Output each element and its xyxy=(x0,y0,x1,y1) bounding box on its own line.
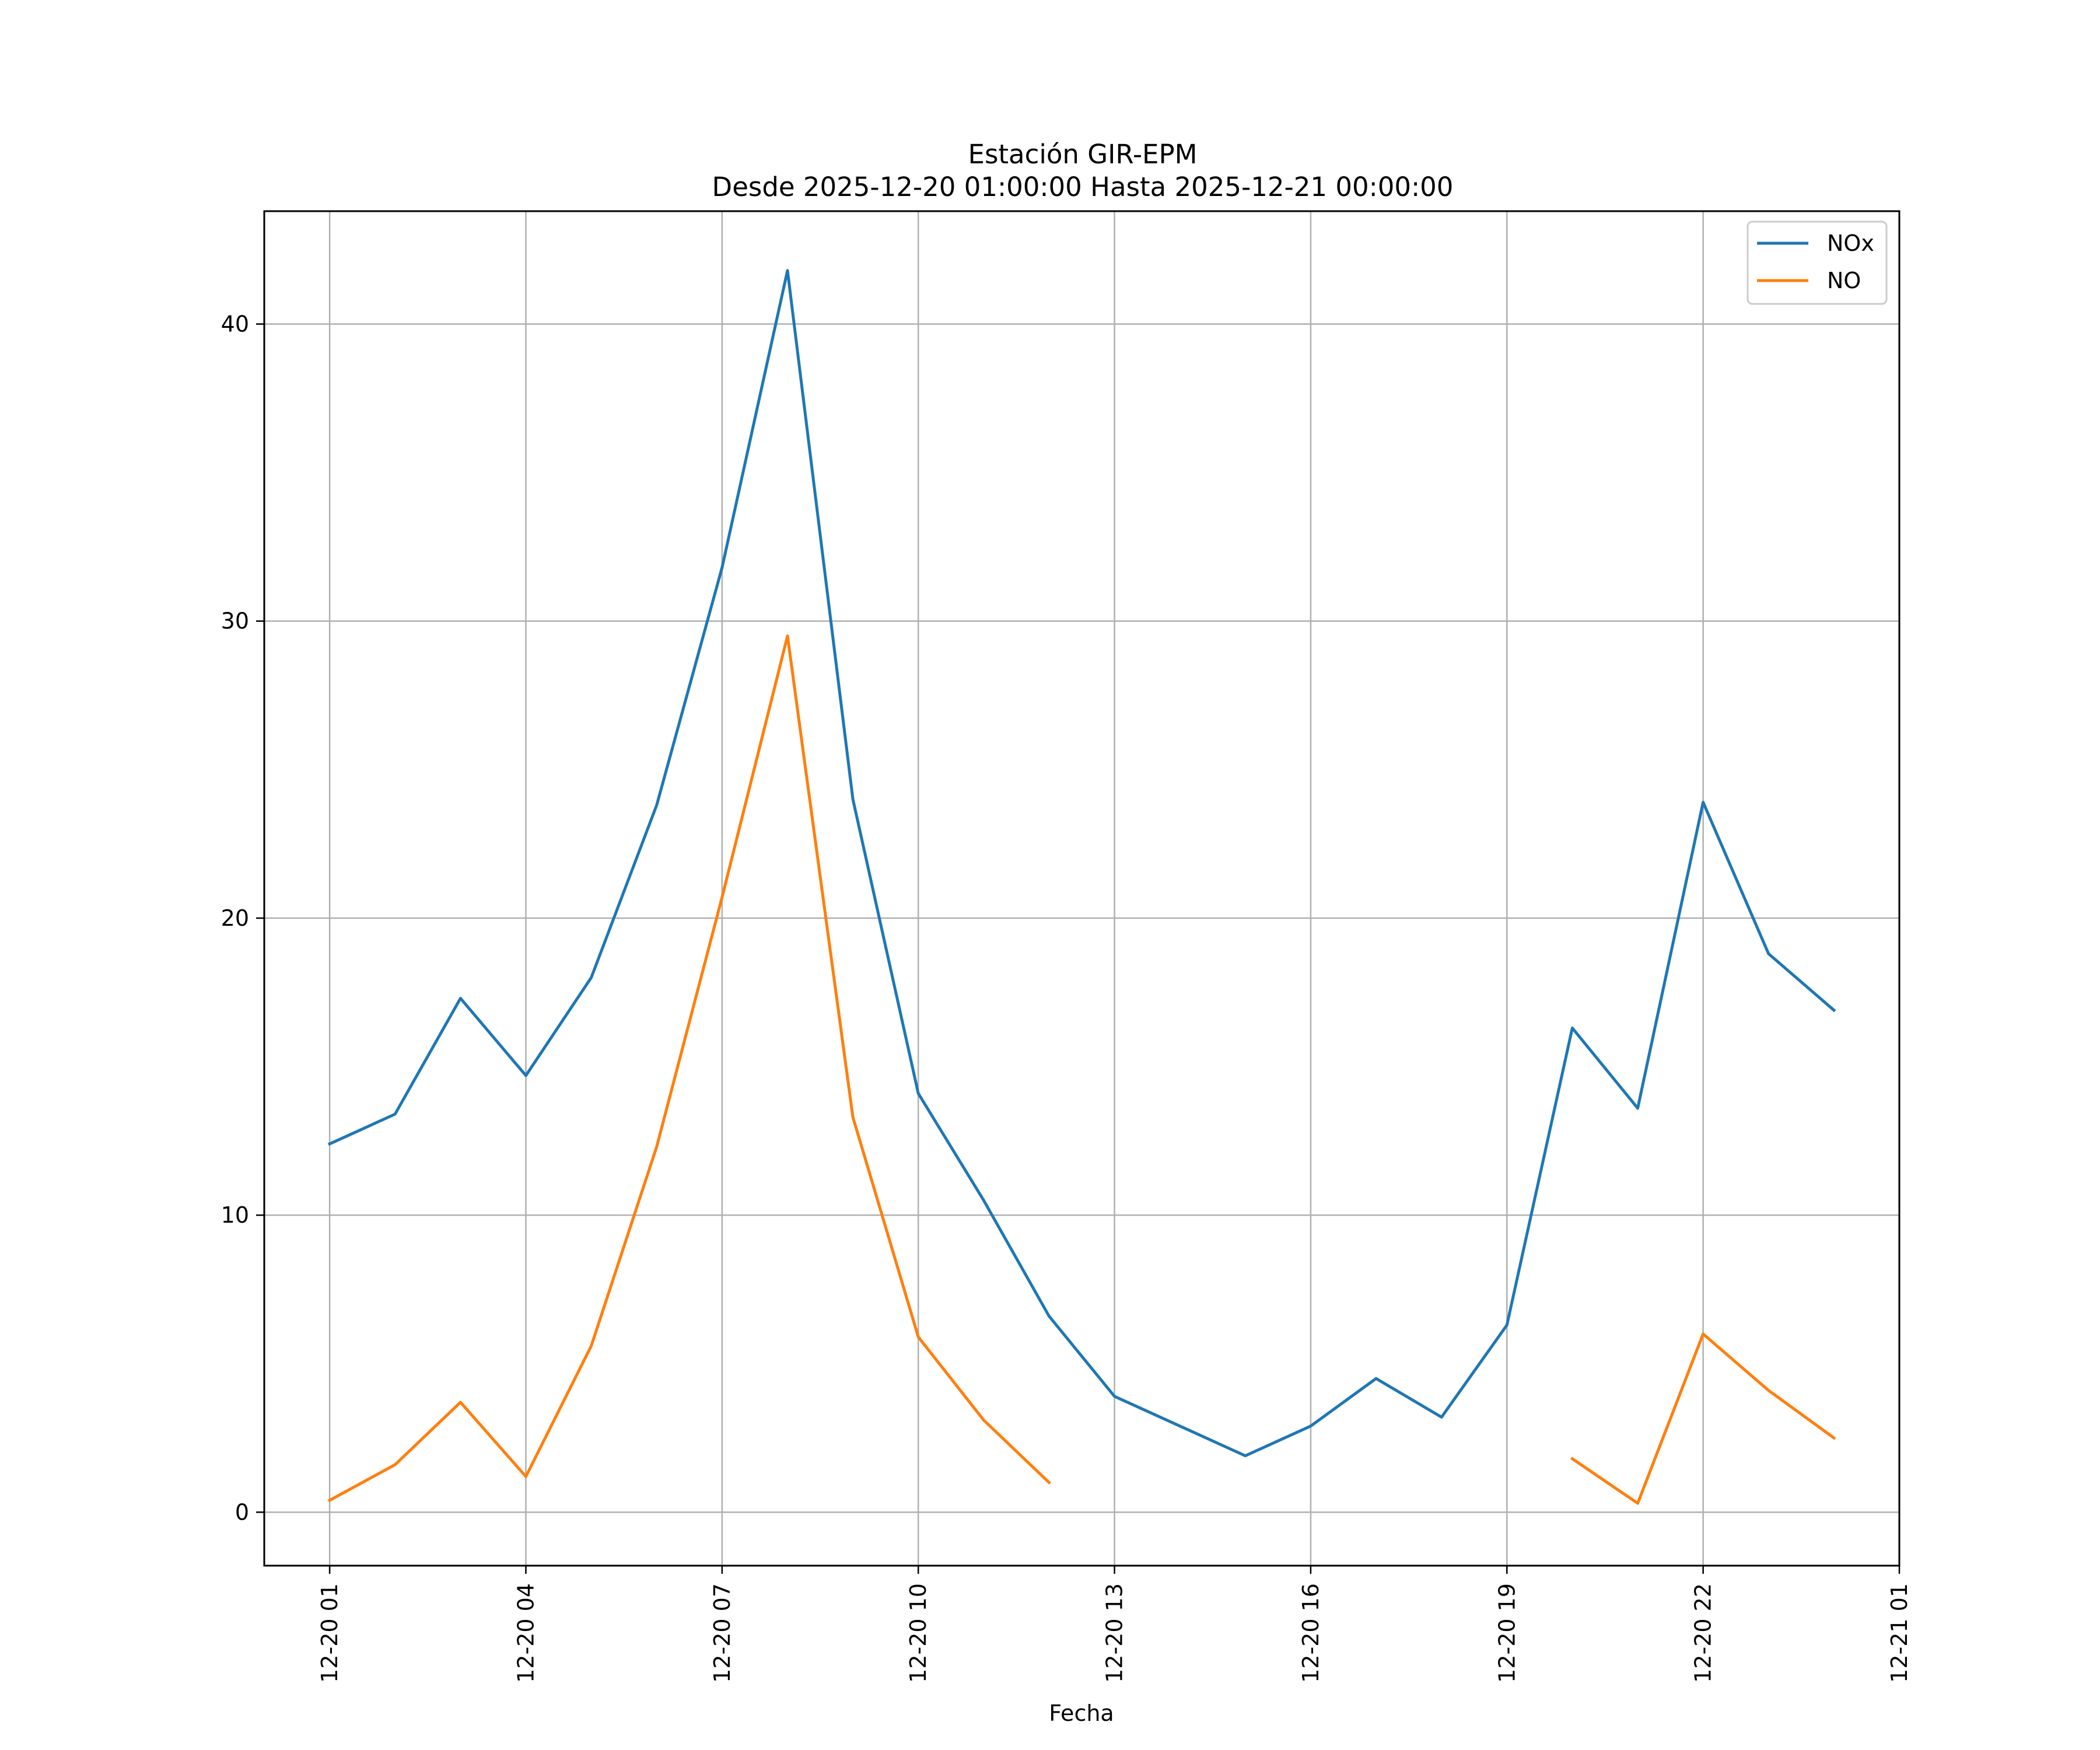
y-tick-label: 30 xyxy=(221,608,249,634)
y-tick-label: 40 xyxy=(221,312,249,337)
x-tick-label: 12-20 13 xyxy=(1102,1583,1128,1683)
series-line-nox xyxy=(327,269,1836,1458)
chart-title: Estación GIR-EPM xyxy=(968,139,1198,170)
legend: NOx NO xyxy=(1746,220,1888,305)
x-axis-ticks: 12-20 01 12-20 04 12-20 07 12-20 10 12-20 13… xyxy=(317,1566,1912,1683)
x-tick-label: 12-20 01 xyxy=(317,1583,342,1683)
x-tick-label: 12-20 07 xyxy=(709,1583,735,1683)
plot-frame xyxy=(263,210,1901,1567)
x-tick-label: 12-21 01 xyxy=(1887,1583,1912,1683)
x-tick-label: 12-20 10 xyxy=(905,1583,931,1683)
legend-label-nox: NOx xyxy=(1827,230,1874,256)
series-lines xyxy=(327,269,1836,1505)
y-tick-label: 0 xyxy=(235,1499,249,1525)
y-axis-ticks: 0 10 20 30 40 xyxy=(221,312,264,1525)
x-tick-label: 12-20 16 xyxy=(1298,1583,1324,1683)
series-line-no xyxy=(327,634,1836,1505)
y-tick-label: 20 xyxy=(221,905,249,931)
legend-label-no: NO xyxy=(1827,268,1861,293)
x-tick-label: 12-20 04 xyxy=(513,1583,538,1683)
x-axis-label: Fecha xyxy=(1049,1700,1114,1726)
y-tick-label: 10 xyxy=(221,1202,249,1228)
x-tick-label: 12-20 19 xyxy=(1494,1583,1520,1683)
x-tick-label: 12-20 22 xyxy=(1690,1583,1716,1683)
chart-subtitle: Desde 2025-12-20 01:00:00 Hasta 2025-12-… xyxy=(712,172,1454,202)
